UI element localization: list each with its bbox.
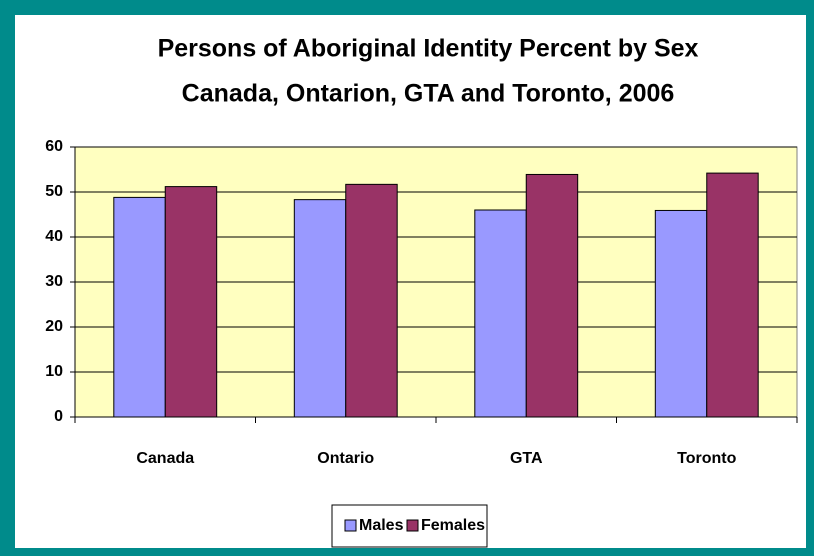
x-tick-label: Toronto bbox=[677, 450, 736, 467]
y-tick-label: 40 bbox=[45, 228, 63, 245]
legend-swatch bbox=[344, 519, 357, 532]
x-tick-label: Canada bbox=[136, 450, 194, 467]
x-tick-label: GTA bbox=[510, 450, 543, 467]
bar bbox=[706, 172, 759, 418]
y-tick-label: 50 bbox=[45, 183, 63, 200]
bar bbox=[525, 173, 579, 418]
bar bbox=[113, 196, 166, 418]
y-tick-label: 30 bbox=[45, 273, 63, 290]
chart-subtitle: Canada, Ontarion, GTA and Toronto, 2006 bbox=[182, 80, 675, 108]
chart-title: Persons of Aboriginal Identity Percent b… bbox=[158, 35, 699, 63]
y-tick-label: 60 bbox=[45, 138, 63, 155]
legend-label: Females bbox=[421, 517, 485, 534]
bar bbox=[345, 183, 398, 418]
legend-label: Males bbox=[359, 517, 404, 534]
y-tick-label: 0 bbox=[54, 408, 63, 425]
x-tick-label: Ontario bbox=[317, 450, 374, 467]
legend-swatch bbox=[406, 519, 419, 532]
y-tick-label: 10 bbox=[45, 363, 63, 380]
y-tick-label: 20 bbox=[45, 318, 63, 335]
bar bbox=[164, 186, 218, 418]
bar bbox=[654, 209, 708, 418]
bar bbox=[474, 209, 527, 418]
bar bbox=[293, 199, 347, 418]
